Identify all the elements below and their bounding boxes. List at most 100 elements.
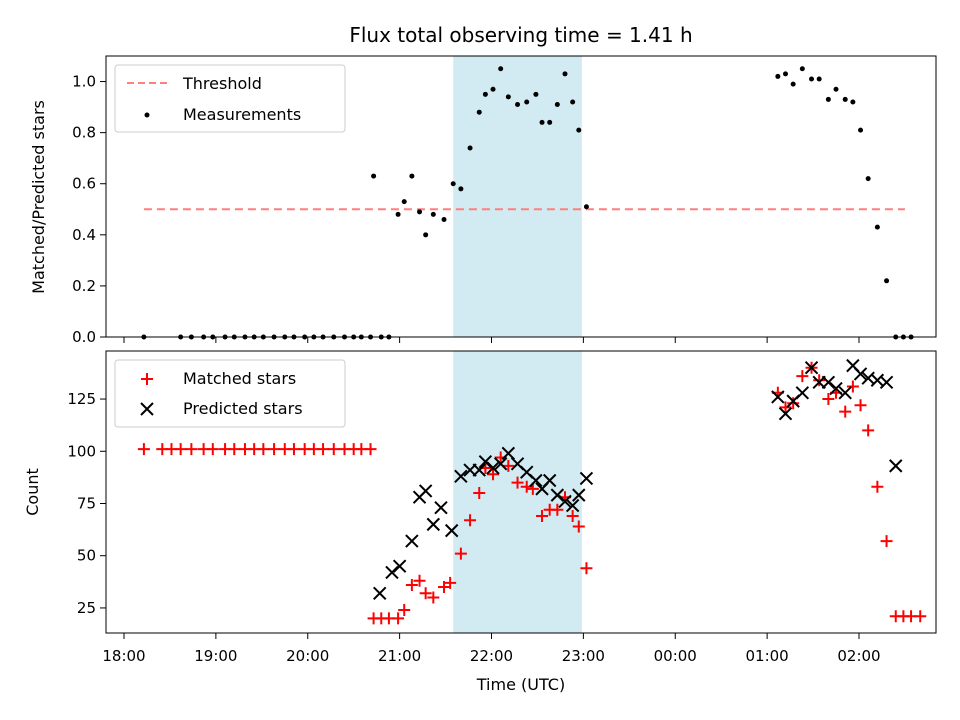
predicted-star-point xyxy=(838,386,852,400)
bottom-y-tick-label: 50 xyxy=(77,547,96,565)
matched-star-point xyxy=(566,510,579,523)
predicted-star-point xyxy=(558,494,572,509)
matched-star-point xyxy=(364,443,377,456)
measurement-point xyxy=(842,96,848,102)
legend-matched-label: Matched stars xyxy=(183,369,296,388)
predicted-star-point xyxy=(804,361,819,375)
measurement-point xyxy=(850,99,856,105)
x-axis-label: Time (UTC) xyxy=(476,675,565,694)
top-panel: 0.0 0.2 0.4 0.6 0.8 1.0 Matched/Predicted sta… xyxy=(29,55,937,346)
matched-star-point xyxy=(137,443,150,456)
predicted-star-point xyxy=(889,459,903,473)
matched-star-point xyxy=(572,520,585,533)
predicted-star-point xyxy=(405,534,419,548)
matched-star-point xyxy=(839,405,852,418)
chart-title: Flux total observing time = 1.41 h xyxy=(349,23,692,47)
measurement-point xyxy=(505,94,511,100)
predicted-star-point xyxy=(486,461,500,475)
matched-star-point xyxy=(796,370,809,383)
matched-star-point xyxy=(580,562,593,575)
measurement-point xyxy=(809,76,815,82)
predicted-star-point xyxy=(778,406,793,421)
matched-star-point xyxy=(317,443,330,456)
matched-star-point xyxy=(551,503,564,516)
x-tick-label: 18:00 xyxy=(102,647,145,665)
matched-star-point xyxy=(846,380,859,393)
matched-star-point xyxy=(398,604,411,617)
bottom-legend-box xyxy=(114,359,346,428)
measurement-point xyxy=(833,86,839,92)
top-y-tick-label: 0.6 xyxy=(72,175,96,193)
bottom-y-tick-label: 75 xyxy=(77,494,96,512)
matched-star-point xyxy=(787,397,800,410)
top-y-tick-label: 0.2 xyxy=(72,277,96,295)
matched-star-point xyxy=(914,610,927,623)
predicted-star-point xyxy=(373,586,387,601)
matched-star-point xyxy=(464,514,477,527)
predicted-star-point xyxy=(529,473,543,488)
matched-star-point xyxy=(854,399,867,412)
matched-star-point xyxy=(405,578,418,591)
measurement-point xyxy=(799,66,805,72)
measurement-point xyxy=(533,91,539,97)
measurement-point xyxy=(409,173,415,179)
matched-star-point xyxy=(392,612,405,625)
legend-measurements-swatch xyxy=(144,112,150,118)
matched-star-point xyxy=(536,510,549,523)
top-y-tick-label: 0.4 xyxy=(72,226,96,244)
matched-star-point xyxy=(871,480,884,493)
predicted-star-point xyxy=(392,559,407,573)
matched-star-point xyxy=(880,535,893,548)
matched-star-point xyxy=(185,443,198,456)
predicted-star-point xyxy=(426,517,441,532)
measurement-point xyxy=(874,224,880,230)
predicted-star-point xyxy=(572,488,586,502)
predicted-star-point xyxy=(565,498,580,513)
measurement-point xyxy=(467,145,473,151)
matched-star-point xyxy=(427,591,440,604)
x-tick-label: 23:00 xyxy=(562,647,605,665)
shaded-interval xyxy=(453,56,582,337)
matched-star-point xyxy=(327,443,340,456)
predicted-star-point xyxy=(771,390,785,404)
predicted-star-point xyxy=(472,463,486,477)
matched-star-point xyxy=(454,547,467,560)
matched-star-point xyxy=(487,468,500,481)
measurement-point xyxy=(458,186,464,192)
measurement-point xyxy=(515,102,521,108)
bottom-y-tick-label: 125 xyxy=(67,390,96,408)
measurement-point xyxy=(775,73,781,79)
matched-star-point xyxy=(268,443,281,456)
shaded-interval xyxy=(453,351,582,633)
matched-star-point xyxy=(779,401,792,414)
x-tick-label: 01:00 xyxy=(746,647,789,665)
predicted-star-point xyxy=(795,386,810,400)
measurement-point xyxy=(547,119,553,125)
matched-star-point xyxy=(813,374,826,387)
predicted-star-point xyxy=(542,473,557,488)
measurement-point xyxy=(554,102,560,108)
measurement-point xyxy=(423,232,429,238)
measurement-point xyxy=(576,127,582,133)
measurement-point xyxy=(884,278,890,284)
measurement-point xyxy=(476,109,482,115)
measurement-point xyxy=(371,173,377,179)
measurement-point xyxy=(524,99,530,105)
matched-star-point xyxy=(862,424,875,437)
matched-star-point xyxy=(473,487,486,500)
measurement-point xyxy=(825,96,831,102)
x-tick-label: 00:00 xyxy=(654,647,697,665)
measurement-point xyxy=(858,127,864,133)
x-tick-label: 21:00 xyxy=(378,647,421,665)
bottom-y-tick-label: 25 xyxy=(77,599,96,617)
bottom-panel: 25 50 75 100 125 18:00 19:00 20:00 21:00 22:00 23… xyxy=(23,350,937,694)
measurement-point xyxy=(430,211,436,217)
legend-measurements-label: Measurements xyxy=(183,105,301,124)
predicted-star-point xyxy=(579,471,594,486)
matched-star-point xyxy=(822,393,835,406)
measurement-point xyxy=(583,204,589,210)
matched-star-point xyxy=(206,443,219,456)
top-plot-frame xyxy=(105,55,937,338)
top-y-axis-label: Matched/Predicted stars xyxy=(29,100,48,294)
x-tick-label: 22:00 xyxy=(470,647,513,665)
